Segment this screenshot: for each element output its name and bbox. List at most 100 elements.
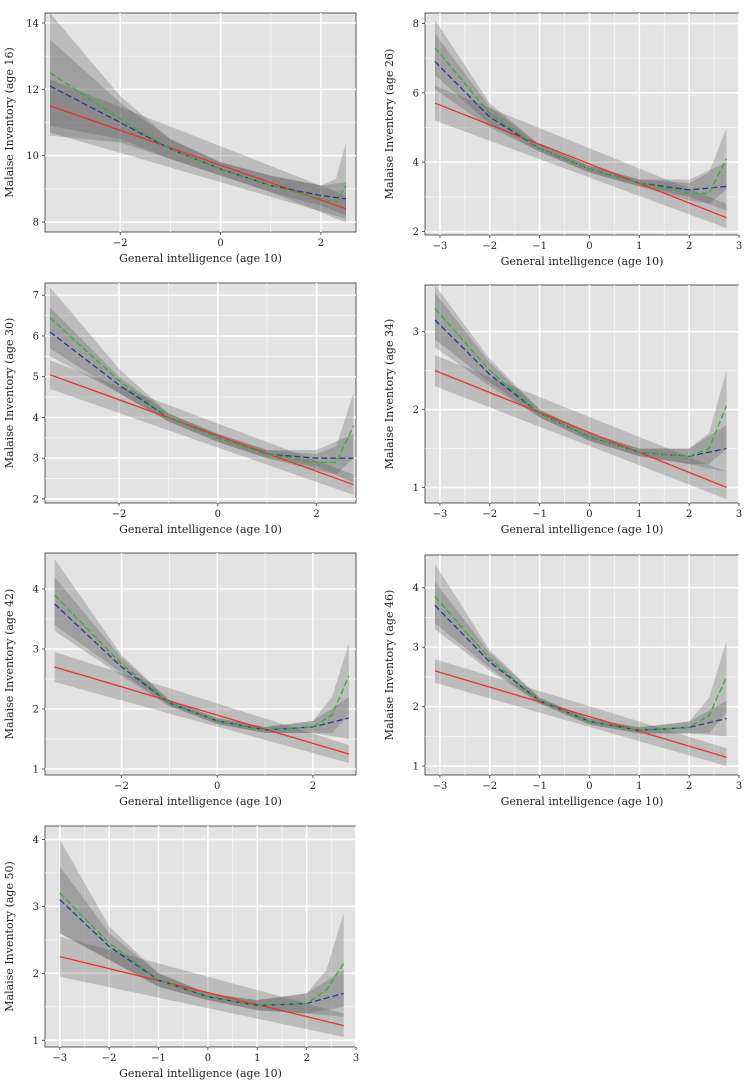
x-tick-label: 1 <box>636 241 642 252</box>
chart-panel: −3 −2 −1 0 1 2 3 1 2 3 4 General intelligence (age … <box>3 825 359 1080</box>
x-tick-label: −3 <box>433 509 448 520</box>
x-tick-label: 0 <box>586 241 592 252</box>
confidence-band <box>435 355 727 500</box>
plot-background <box>424 284 740 504</box>
y-tick-label: 4 <box>413 158 419 169</box>
confidence-band <box>59 866 344 1017</box>
x-axis-label: General intelligence (age 10) <box>119 795 282 808</box>
x-tick-label: −2 <box>482 781 497 792</box>
linear-fit-line <box>434 369 727 489</box>
x-tick-label: 3 <box>736 781 742 792</box>
y-tick-label: 4 <box>33 585 39 596</box>
linear-fit-line <box>59 955 344 1027</box>
x-tick-label: −3 <box>52 1053 67 1064</box>
x-tick-label: 0 <box>214 781 220 792</box>
x-tick-label: −2 <box>482 509 497 520</box>
x-axis-label: General intelligence (age 10) <box>501 795 664 808</box>
y-tick-label: 3 <box>413 643 419 654</box>
x-tick-label: 2 <box>303 1053 309 1064</box>
y-tick-label: 6 <box>413 88 419 99</box>
x-tick-label: −3 <box>433 241 448 252</box>
x-tick-label: −1 <box>532 509 547 520</box>
y-tick-label: 2 <box>413 227 419 238</box>
y-tick-label: 2 <box>33 705 39 716</box>
y-tick-label: 6 <box>33 331 39 342</box>
y-tick-label: 12 <box>26 85 39 96</box>
y-tick-label: 3 <box>33 645 39 656</box>
x-axis-label: General intelligence (age 10) <box>119 1067 282 1080</box>
y-tick-label: 4 <box>33 835 39 846</box>
confidence-band <box>59 839 344 1014</box>
confidence-band <box>435 19 727 204</box>
confidence-band <box>54 577 349 739</box>
x-tick-label: 0 <box>217 238 223 249</box>
y-axis-label: Malaise Inventory (age 50) <box>3 861 16 1012</box>
x-tick-label: 2 <box>686 241 692 252</box>
spline-fit-line <box>434 47 728 195</box>
y-tick-label: 1 <box>33 1036 39 1047</box>
chart-panel: −3 −2 −1 0 1 2 3 1 2 3 General intelligence (age 1… <box>383 284 742 536</box>
y-axis-label: Malaise Inventory (age 30) <box>3 318 16 469</box>
plot-background <box>44 552 357 776</box>
y-axis-label: Malaise Inventory (age 46) <box>383 590 396 741</box>
linear-fit-line <box>49 374 354 486</box>
y-axis-label: Malaise Inventory (age 16) <box>3 47 16 198</box>
linear-fit-line <box>434 102 727 219</box>
spline-fit-line <box>434 307 728 457</box>
y-tick-label: 8 <box>413 19 419 30</box>
y-tick-label: 2 <box>413 405 419 416</box>
chart-panel: −2 0 2 1 2 3 4 General intelligence (age 10) Mal… <box>3 552 357 808</box>
plot-background <box>44 825 357 1048</box>
linear-fit-line <box>54 666 349 755</box>
spline-fit-line <box>49 72 347 203</box>
y-tick-label: 14 <box>26 18 39 29</box>
confidence-band <box>50 39 346 216</box>
confidence-band <box>54 559 349 733</box>
x-tick-label: 0 <box>205 1053 211 1064</box>
chart-panel: −3 −2 −1 0 1 2 3 1 2 3 4 General intelligence (age … <box>383 554 742 808</box>
confidence-band <box>49 307 354 483</box>
x-tick-label: 3 <box>736 241 742 252</box>
spline-fit-line <box>54 594 350 731</box>
y-tick-label: 10 <box>26 151 39 162</box>
y-tick-label: 4 <box>33 413 39 424</box>
y-tick-label: 7 <box>33 291 39 302</box>
x-tick-label: −3 <box>433 781 448 792</box>
x-tick-label: −1 <box>532 241 547 252</box>
x-tick-label: 2 <box>686 509 692 520</box>
x-tick-label: 2 <box>686 781 692 792</box>
confidence-band <box>49 287 354 475</box>
x-tick-label: −1 <box>151 1053 166 1064</box>
x-tick-label: 1 <box>636 509 642 520</box>
y-tick-label: 3 <box>33 902 39 913</box>
x-tick-label: 1 <box>254 1053 260 1064</box>
y-axis-label: Malaise Inventory (age 34) <box>383 319 396 470</box>
y-axis-label: Malaise Inventory (age 42) <box>3 589 16 740</box>
y-tick-label: 2 <box>413 702 419 713</box>
y-tick-label: 2 <box>33 969 39 980</box>
y-tick-label: 4 <box>413 583 419 594</box>
x-tick-label: −2 <box>102 1053 117 1064</box>
x-tick-label: −1 <box>532 781 547 792</box>
x-tick-label: −2 <box>114 781 129 792</box>
y-tick-label: 1 <box>33 765 39 776</box>
x-tick-label: 3 <box>736 509 742 520</box>
chart-panel: −3 −2 −1 0 1 2 3 2 4 6 8 General intelligence (age … <box>383 12 742 268</box>
y-tick-label: 1 <box>413 762 419 773</box>
x-tick-label: −2 <box>112 509 127 520</box>
plot-background <box>424 12 740 236</box>
y-tick-label: 3 <box>33 454 39 465</box>
x-tick-label: 2 <box>318 238 324 249</box>
x-tick-label: 0 <box>586 509 592 520</box>
spline-fit-line <box>49 317 355 463</box>
x-tick-label: 2 <box>313 509 319 520</box>
y-tick-label: 5 <box>33 372 39 383</box>
plot-background <box>424 554 740 776</box>
confidence-band <box>435 285 727 465</box>
y-axis-label: Malaise Inventory (age 26) <box>383 49 396 200</box>
spline-fit-line <box>434 596 728 732</box>
confidence-band <box>54 652 349 763</box>
x-tick-label: 1 <box>636 781 642 792</box>
y-tick-label: 2 <box>33 494 39 505</box>
